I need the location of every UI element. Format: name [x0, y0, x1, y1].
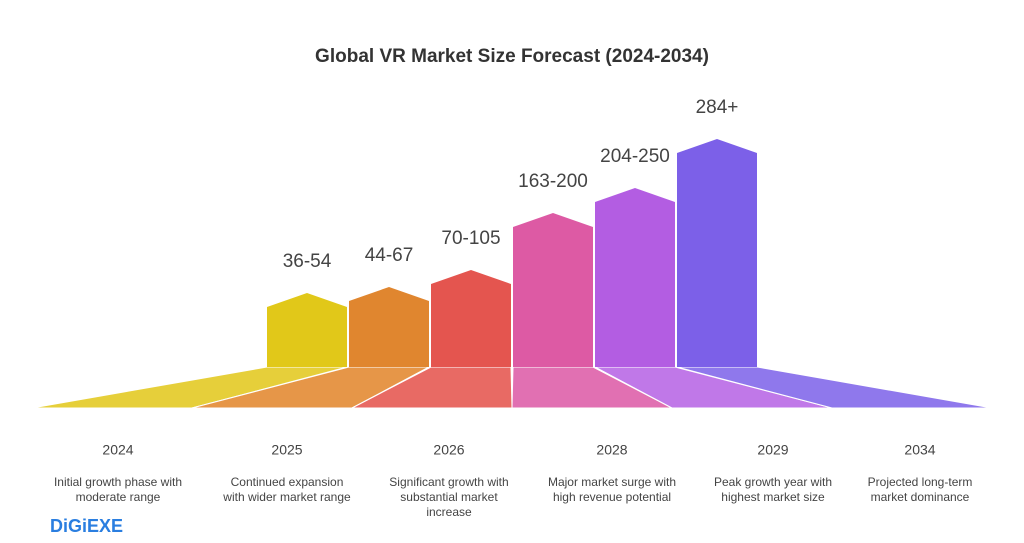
column: [267, 293, 347, 367]
description: moderate range: [76, 490, 161, 504]
title: Global VR Market Size Forecast (2024-203…: [315, 46, 709, 67]
year-label: 2028: [596, 442, 627, 458]
value-label: 284+: [696, 97, 739, 118]
description: Initial growth phase with: [54, 475, 182, 489]
value-label: 36-54: [283, 251, 332, 272]
description: high revenue potential: [553, 490, 671, 504]
description: Projected long-term: [868, 475, 973, 489]
description: Peak growth year with: [714, 475, 832, 489]
value-label: 70-105: [441, 228, 500, 249]
description: Major market surge with: [548, 475, 676, 489]
column: [595, 188, 675, 367]
description: increase: [426, 505, 472, 519]
column: [431, 270, 511, 367]
value-label: 163-200: [518, 171, 588, 192]
description: substantial market: [400, 490, 498, 504]
year-label: 2024: [102, 442, 133, 458]
description: highest market size: [721, 490, 825, 504]
year-label: 2029: [757, 442, 788, 458]
column: [513, 213, 593, 367]
column: [349, 287, 429, 367]
value-label: 44-67: [365, 245, 414, 266]
year-label: 2025: [271, 442, 302, 458]
year-label: 2026: [433, 442, 464, 458]
value-label: 204-250: [600, 146, 670, 167]
description: Significant growth with: [389, 475, 508, 489]
description: with wider market range: [222, 490, 351, 504]
description: Continued expansion: [231, 475, 344, 489]
year-label: 2034: [904, 442, 935, 458]
description: market dominance: [871, 490, 970, 504]
logo: DiGiEXE: [50, 516, 123, 536]
column: [677, 139, 757, 367]
